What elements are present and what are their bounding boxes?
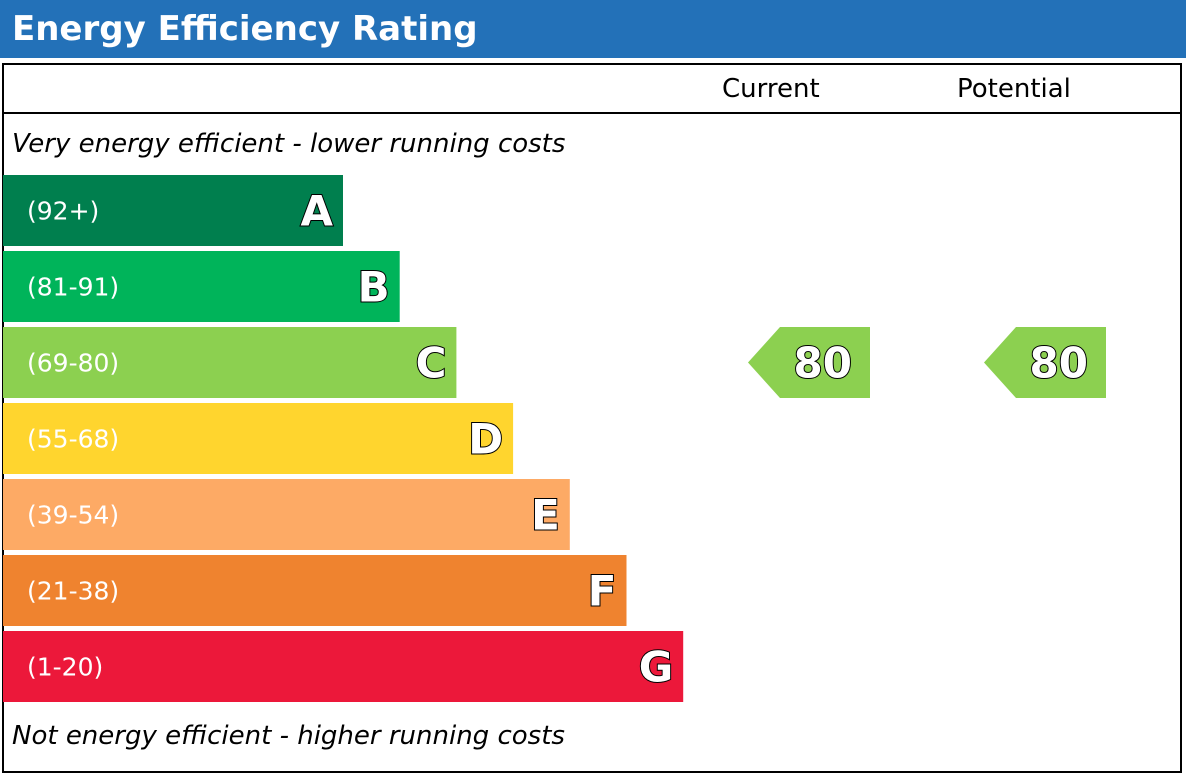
band-letter-c: C	[416, 339, 447, 388]
band-bar-d	[3, 403, 514, 474]
band-range-g: (1-20)	[27, 653, 103, 682]
band-letter-a: A	[300, 187, 333, 236]
potential-rating-arrow	[984, 327, 1106, 398]
band-range-a: (92+)	[27, 197, 99, 226]
band-range-e: (39-54)	[27, 501, 119, 530]
current-rating-arrow	[748, 327, 870, 398]
band-letter-d: D	[468, 415, 503, 464]
band-range-d: (55-68)	[27, 425, 119, 454]
chart-title: Energy Efficiency Rating	[12, 9, 478, 49]
current-rating-score: 80	[794, 339, 852, 388]
title-bar: Energy Efficiency Rating	[0, 0, 1186, 58]
potential-rating-score: 80	[1030, 339, 1088, 388]
column-header-potential: Potential	[957, 74, 1071, 104]
band-bar-c	[3, 327, 457, 398]
band-letter-b: B	[358, 263, 390, 312]
band-letter-g: G	[639, 643, 673, 692]
top-note: Very energy efficient - lower running co…	[12, 129, 566, 159]
band-letter-f: F	[588, 567, 617, 616]
band-range-f: (21-38)	[27, 577, 119, 606]
band-bar-e	[3, 479, 570, 550]
band-range-b: (81-91)	[27, 273, 119, 302]
band-letter-e: E	[531, 491, 560, 540]
band-bar-b	[3, 251, 400, 322]
band-bar-g	[3, 631, 684, 702]
bottom-note: Not energy efficient - higher running co…	[12, 721, 565, 751]
band-range-c: (69-80)	[27, 349, 119, 378]
band-bar-f	[3, 555, 627, 626]
header-divider	[2, 112, 1182, 114]
band-bar-a	[3, 175, 343, 246]
column-header-current: Current	[722, 74, 820, 104]
